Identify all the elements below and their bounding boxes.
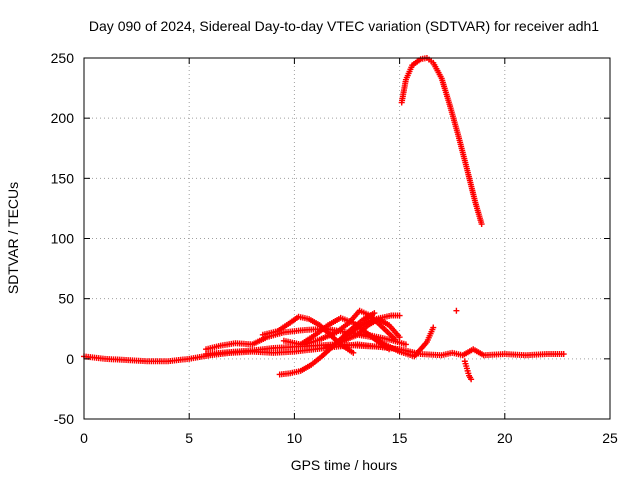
data-point	[392, 336, 399, 343]
axis-ticks: 0 5 10 15 20 25 -50 0 50 100 150 200 250	[51, 50, 618, 446]
series-arc-7	[354, 324, 437, 360]
chart-title: Day 090 of 2024, Sidereal Day-to-day VTE…	[89, 18, 599, 34]
x-axis-label: GPS time / hours	[291, 457, 398, 473]
y-tick-label: 200	[51, 110, 75, 126]
x-tick-label: 15	[392, 430, 408, 446]
series-arc-6	[337, 312, 403, 343]
series-arc-2	[259, 313, 357, 356]
data-point	[478, 221, 485, 228]
series-arc-5	[322, 316, 403, 350]
data-point	[468, 376, 475, 383]
y-tick-label: 100	[51, 231, 75, 247]
y-tick-label: 0	[66, 351, 74, 367]
data-point	[402, 341, 409, 348]
series-tail-drop	[461, 358, 475, 383]
x-tick-label: 10	[287, 430, 303, 446]
plot-frame	[83, 57, 611, 420]
y-tick-label: 50	[58, 291, 74, 307]
y-tick-label: -50	[54, 411, 74, 427]
x-tick-label: 5	[185, 430, 193, 446]
data-marks	[81, 55, 567, 383]
x-tick-label: 0	[80, 430, 88, 446]
data-point	[453, 307, 460, 314]
series-band-lower	[203, 341, 403, 358]
series-high-arc	[398, 55, 485, 228]
x-tick-label: 25	[602, 430, 618, 446]
y-tick-label: 150	[51, 170, 75, 186]
data-point	[560, 351, 567, 358]
series-arc-4	[301, 307, 399, 348]
data-point	[396, 334, 403, 341]
y-axis-label: SDTVAR / TECUs	[5, 182, 21, 294]
x-tick-label: 20	[497, 430, 513, 446]
y-tick-label: 250	[51, 50, 75, 66]
data-point	[350, 349, 357, 356]
grid	[84, 58, 610, 419]
data-point	[430, 324, 437, 331]
data-point	[396, 312, 403, 319]
data-point	[371, 310, 378, 317]
series-outlier	[453, 307, 460, 314]
